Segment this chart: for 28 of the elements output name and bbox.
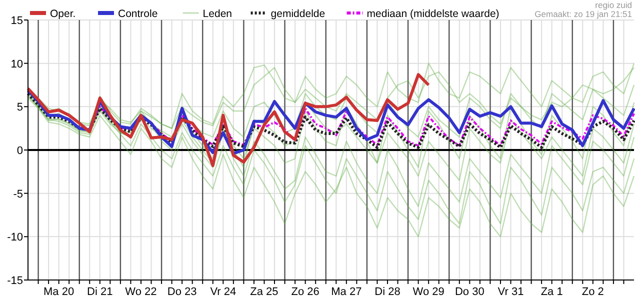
legend-label: Controle bbox=[118, 8, 158, 20]
y-tick-label: -10 bbox=[7, 232, 23, 244]
y-tick-label: 10 bbox=[10, 58, 23, 70]
x-tick-label: Zo 2 bbox=[582, 286, 604, 298]
legend-label: gemiddelde bbox=[270, 8, 326, 20]
x-tick-label: Za 1 bbox=[540, 286, 563, 298]
y-tick-label: 15 bbox=[10, 15, 23, 27]
x-tick-label: Vr 24 bbox=[210, 286, 236, 298]
x-tick-label: Di 28 bbox=[374, 286, 400, 298]
y-tick-label: 5 bbox=[16, 102, 23, 114]
x-tick-label: Do 23 bbox=[167, 286, 197, 298]
x-tick-label: Wo 29 bbox=[412, 286, 444, 298]
y-tick-label: 0 bbox=[16, 145, 23, 157]
x-tick-label: Wo 22 bbox=[125, 286, 157, 298]
x-tick-label: Ma 27 bbox=[331, 286, 362, 298]
x-tick-label: Do 30 bbox=[454, 286, 484, 298]
x-tick-label: Vr 31 bbox=[498, 286, 524, 298]
x-tick-label: Di 21 bbox=[87, 286, 113, 298]
y-tick-label: -5 bbox=[13, 188, 23, 200]
y-tick-label: -15 bbox=[7, 275, 23, 287]
legend-label: Oper. bbox=[50, 8, 76, 20]
x-tick-label: Za 25 bbox=[250, 286, 278, 298]
x-tick-label: Ma 20 bbox=[44, 286, 74, 298]
text: Gemaakt: zo 19 jan 21:51 bbox=[534, 9, 632, 19]
text: regio zuid bbox=[595, 0, 632, 10]
legend-label: Leden bbox=[202, 8, 232, 20]
x-tick-label: Zo 26 bbox=[291, 286, 320, 298]
legend-label: mediaan (middelste waarde) bbox=[366, 8, 500, 20]
